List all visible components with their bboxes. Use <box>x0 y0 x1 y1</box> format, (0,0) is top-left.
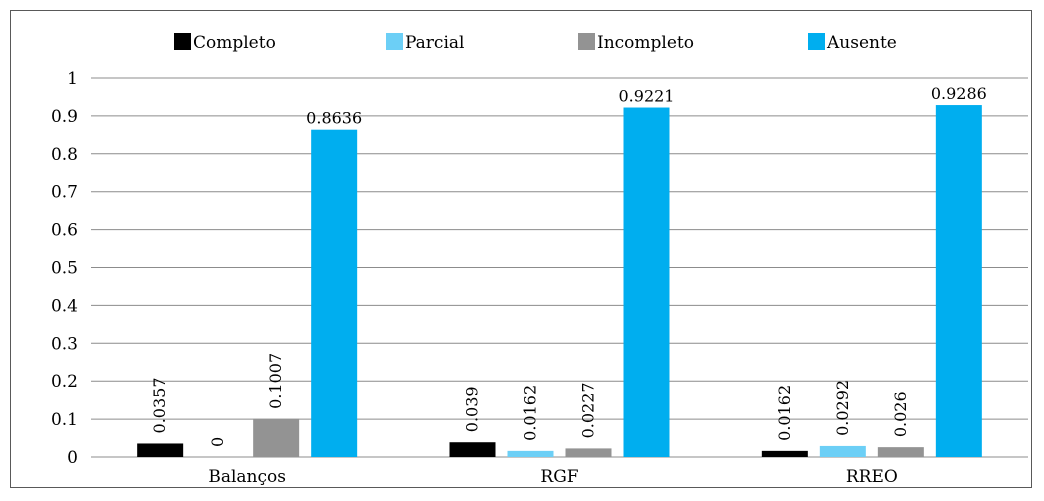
bar-completo <box>761 450 808 457</box>
y-tick-label: 0 <box>67 448 78 468</box>
legend-item: Completo <box>174 33 276 53</box>
y-tick-label: 0.5 <box>51 259 78 279</box>
y-tick-label: 0.8 <box>51 145 78 165</box>
bar-ausente <box>935 105 982 457</box>
data-labels: 0.0357 0 0.1007 0.8636 0.039 0.0162 0.0227 0.92… <box>150 84 987 447</box>
bar-completo <box>449 442 496 457</box>
legend-label: Incompleto <box>597 33 694 53</box>
x-category-label: RGF <box>540 467 578 487</box>
legend-item: Ausente <box>808 33 897 53</box>
data-label: 0.1007 <box>266 353 285 409</box>
bar-incompleto <box>877 447 924 457</box>
y-tick-label: 0.1 <box>51 410 78 430</box>
data-label: 0.026 <box>891 391 910 437</box>
bar-incompleto <box>253 418 300 457</box>
x-category-label: RREO <box>846 467 898 487</box>
data-label: 0.9286 <box>931 84 987 103</box>
data-label: 0.9221 <box>619 87 675 106</box>
bar-parcial <box>507 450 554 457</box>
legend-label: Completo <box>193 33 276 53</box>
data-label: 0.039 <box>463 386 482 432</box>
bar-ausente <box>623 107 670 457</box>
y-tick-label: 1 <box>67 69 78 89</box>
bar-parcial <box>819 445 866 457</box>
x-axis-categories: Balanços RGF RREO <box>208 467 897 487</box>
bar-incompleto <box>565 448 612 457</box>
legend-item: Parcial <box>386 33 464 53</box>
y-tick-label: 0.3 <box>51 334 78 354</box>
y-tick-label: 0.9 <box>51 107 78 127</box>
bars <box>137 105 982 457</box>
data-label: 0 <box>208 437 227 447</box>
y-axis-ticks: 0 0.1 0.2 0.3 0.4 0.5 0.6 0.7 0.8 0.9 1 <box>51 69 78 468</box>
data-label: 0.8636 <box>306 109 362 128</box>
legend-swatch <box>386 33 403 50</box>
chart-frame <box>10 10 1032 488</box>
y-tick-label: 0.7 <box>51 183 78 203</box>
bar-completo <box>137 443 184 457</box>
legend-label: Ausente <box>826 33 897 53</box>
legend-swatch <box>808 33 825 50</box>
legend-item: Incompleto <box>578 33 694 53</box>
data-label: 0.0227 <box>579 382 598 438</box>
legend-swatch <box>174 33 191 50</box>
bar-ausente <box>311 129 358 457</box>
x-category-label: Balanços <box>208 467 286 487</box>
legend: Completo Parcial Incompleto Ausente <box>174 33 897 53</box>
data-label: 0.0162 <box>775 385 794 441</box>
y-tick-label: 0.2 <box>51 372 78 392</box>
y-tick-label: 0.6 <box>51 221 78 241</box>
legend-label: Parcial <box>405 33 464 53</box>
y-tick-label: 0.4 <box>51 296 78 316</box>
data-label: 0.0292 <box>833 380 852 436</box>
legend-swatch <box>578 33 595 50</box>
data-label: 0.0357 <box>150 377 169 433</box>
gridlines <box>91 77 1028 458</box>
data-label: 0.0162 <box>521 385 540 441</box>
